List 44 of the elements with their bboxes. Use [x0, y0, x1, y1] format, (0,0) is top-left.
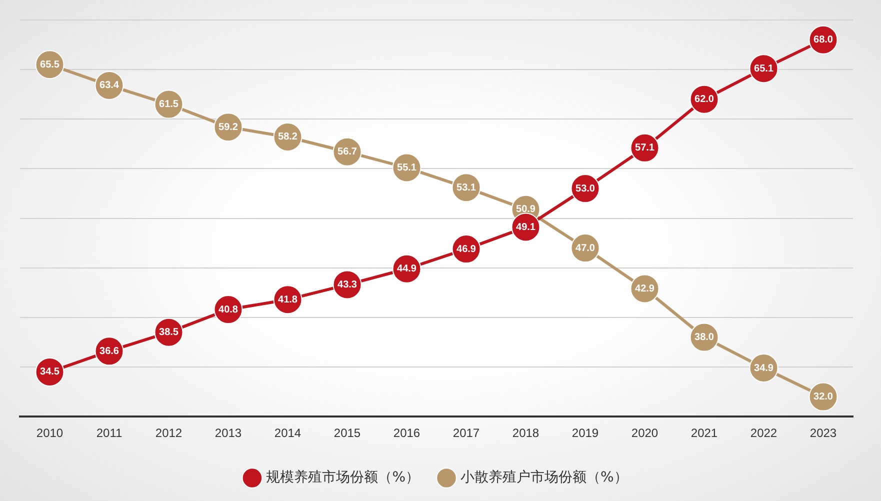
x-tick-label: 2019 [572, 426, 599, 440]
legend-label: 小散养殖户市场份额（%） [460, 470, 628, 486]
data-label: 42.9 [635, 283, 655, 294]
data-label: 65.1 [754, 63, 774, 74]
data-label: 49.1 [516, 222, 536, 233]
x-tick-label: 2010 [36, 426, 64, 440]
data-label: 58.2 [278, 132, 298, 143]
data-label: 55.1 [397, 162, 417, 174]
data-label: 57.1 [635, 142, 655, 154]
data-label: 36.6 [100, 346, 120, 357]
data-label: 65.5 [40, 59, 60, 70]
x-tick-label: 2018 [512, 426, 540, 440]
data-label: 50.9 [516, 204, 536, 216]
data-label: 32.0 [814, 392, 834, 403]
data-label: 38.5 [159, 327, 179, 338]
x-tick-label: 2012 [155, 426, 182, 440]
data-label: 44.9 [397, 264, 417, 275]
data-label: 34.5 [40, 366, 60, 378]
data-label: 40.8 [218, 304, 238, 316]
data-label: 61.5 [159, 99, 179, 110]
data-label: 56.7 [338, 146, 358, 158]
data-label: 68.0 [814, 34, 834, 46]
data-label: 34.9 [754, 362, 774, 374]
x-tick-label: 2013 [214, 426, 242, 440]
x-tick-label: 2017 [452, 426, 480, 440]
x-tick-label: 2014 [274, 426, 302, 440]
x-tick-label: 2020 [631, 426, 658, 440]
data-label: 43.3 [338, 279, 358, 290]
data-label: 63.4 [100, 80, 120, 92]
x-tick-label: 2015 [334, 426, 361, 440]
data-label: 46.9 [456, 244, 476, 255]
x-tick-label: 2011 [96, 426, 122, 440]
data-label: 62.0 [694, 94, 714, 106]
legend-label: 规模养殖市场份额（%） [266, 470, 420, 486]
x-tick-label: 2022 [750, 426, 778, 440]
data-label: 41.8 [278, 294, 298, 306]
data-label: 47.0 [576, 242, 596, 254]
data-label: 53.0 [576, 183, 596, 194]
x-tick-label: 2023 [810, 426, 837, 440]
x-tick-label: 2016 [393, 426, 420, 440]
data-label: 53.1 [456, 182, 476, 194]
data-label: 59.2 [218, 122, 238, 133]
x-tick-label: 2021 [690, 426, 718, 440]
data-label: 38.0 [694, 332, 714, 344]
